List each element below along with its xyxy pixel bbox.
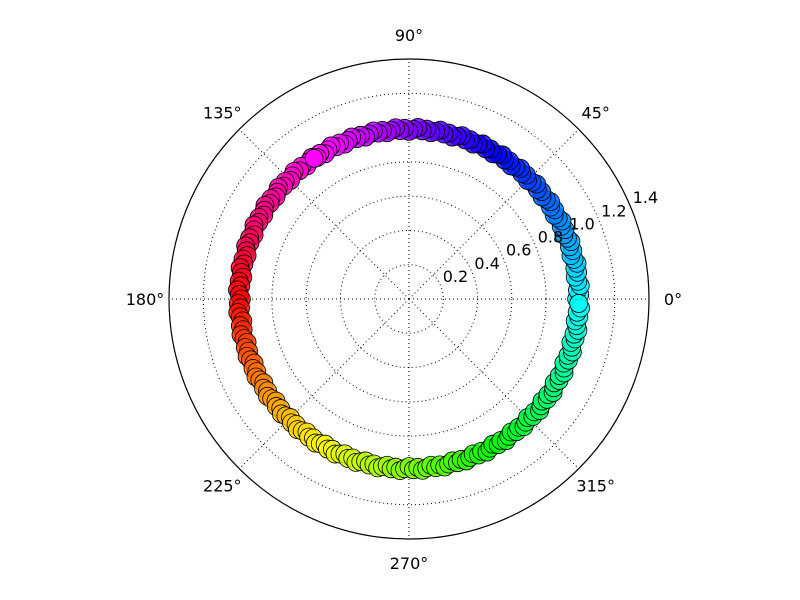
angle-tick-label: 90°: [395, 26, 423, 45]
angle-gridline-45: [408, 128, 580, 300]
angle-tick-label: 45°: [582, 103, 610, 122]
angle-tick-label: 180°: [126, 290, 165, 309]
radial-tick-label: 1.2: [601, 201, 626, 220]
radial-tick-label: 1.4: [633, 188, 658, 207]
radial-tick-label: 0.6: [506, 241, 531, 260]
radial-gridline-0.6: [305, 195, 513, 403]
polar-frame: [168, 58, 650, 540]
angle-tick-label: 135°: [203, 103, 242, 122]
radial-tick-label: 1.0: [569, 214, 594, 233]
scatter-point: [569, 294, 589, 313]
angle-tick-label: 0°: [664, 290, 682, 309]
radial-gridline-0.2: [374, 264, 444, 334]
radial-tick-label: 0.2: [443, 267, 468, 286]
radial-gridline-0.4: [339, 229, 479, 369]
radial-tick-label: 0.8: [538, 228, 563, 247]
angle-tick-label: 315°: [576, 477, 615, 496]
polar-outer-frame: [168, 58, 650, 540]
angle-gridline-225: [238, 298, 410, 470]
scatter-points: [228, 118, 590, 480]
angle-tick-label: 225°: [203, 477, 242, 496]
radial-tick-label: 0.4: [474, 254, 499, 273]
radial-gridline-0.8: [271, 161, 547, 437]
angle-gridline-135: [238, 128, 410, 300]
tick-labels: 0° 45° 90° 135° 180° 225° 270° 315° 0.2 0.4 0.6 0.8…: [126, 26, 682, 573]
angle-tick-label: 270°: [390, 554, 429, 573]
angle-gridline-315: [408, 298, 580, 470]
radial-gridline-1.2: [202, 92, 616, 506]
highlighted-point: [304, 148, 324, 168]
